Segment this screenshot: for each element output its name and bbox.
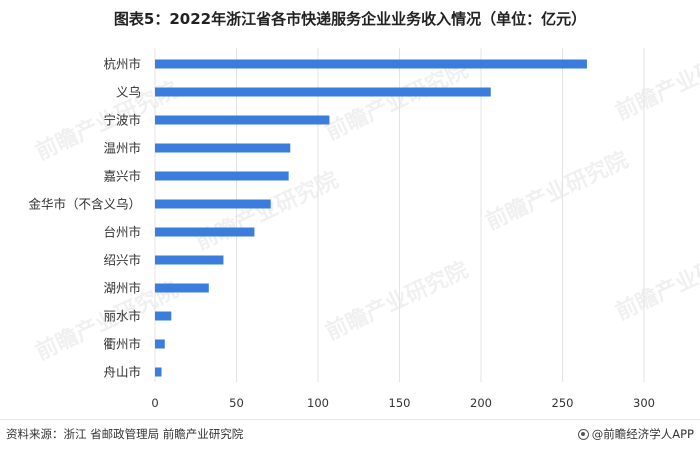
- bar: [155, 115, 330, 125]
- watermark-text: 前瞻产业研究院: [482, 147, 633, 236]
- source-note: 资料来源：浙江 省邮政管理局 前瞻产业研究院: [6, 427, 244, 441]
- bar: [155, 171, 289, 181]
- x-tick-label: 0: [151, 396, 158, 410]
- bar: [155, 367, 162, 377]
- brand-logo: @前瞻经济学人APP: [577, 426, 694, 442]
- category-label: 杭州市: [103, 57, 141, 72]
- category-label: 衢州市: [103, 337, 141, 352]
- gridlines: [154, 48, 645, 382]
- brand-icon: [577, 428, 589, 440]
- brand-text: @前瞻经济学人APP: [591, 427, 694, 441]
- bar: [155, 143, 291, 153]
- x-tick-label: 250: [552, 396, 574, 410]
- category-label: 丽水市: [103, 309, 141, 324]
- watermark-text: 前瞻产业研究院: [612, 37, 700, 126]
- x-tick-label: 50: [229, 396, 244, 410]
- watermark-text: 前瞻产业研究院: [322, 257, 473, 346]
- bar: [155, 227, 255, 237]
- bar: [155, 311, 172, 321]
- category-label: 嘉兴市: [103, 169, 141, 184]
- x-tick-labels: 0 50 100 150 200 250 300: [151, 396, 655, 410]
- bar: [155, 59, 587, 69]
- x-tick-label: 150: [389, 396, 411, 410]
- category-label: 温州市: [103, 141, 141, 156]
- bar: [155, 199, 271, 209]
- bar: [155, 255, 224, 265]
- category-label: 舟山市: [103, 365, 141, 380]
- category-label: 宁波市: [103, 113, 141, 128]
- x-tick-label: 200: [470, 396, 492, 410]
- bar: [155, 339, 165, 349]
- category-label: 湖州市: [103, 281, 141, 296]
- category-label: 金华市（不含义乌）: [28, 197, 141, 212]
- watermark-text: 前瞻产业研究院: [322, 57, 473, 146]
- category-label: 义乌: [116, 85, 141, 100]
- x-tick-label: 100: [307, 396, 329, 410]
- bar: [155, 87, 491, 97]
- x-tick-label: 300: [633, 396, 655, 410]
- watermark-text: 前瞻产业研究院: [612, 237, 700, 326]
- chart-title: 图表5：2022年浙江省各市快递服务企业业务收入情况（单位：亿元）: [113, 10, 587, 28]
- footer-divider: [0, 419, 700, 420]
- category-label: 台州市: [103, 225, 141, 240]
- bar: [155, 283, 209, 293]
- bars-group: [155, 59, 587, 377]
- category-label: 绍兴市: [103, 253, 141, 268]
